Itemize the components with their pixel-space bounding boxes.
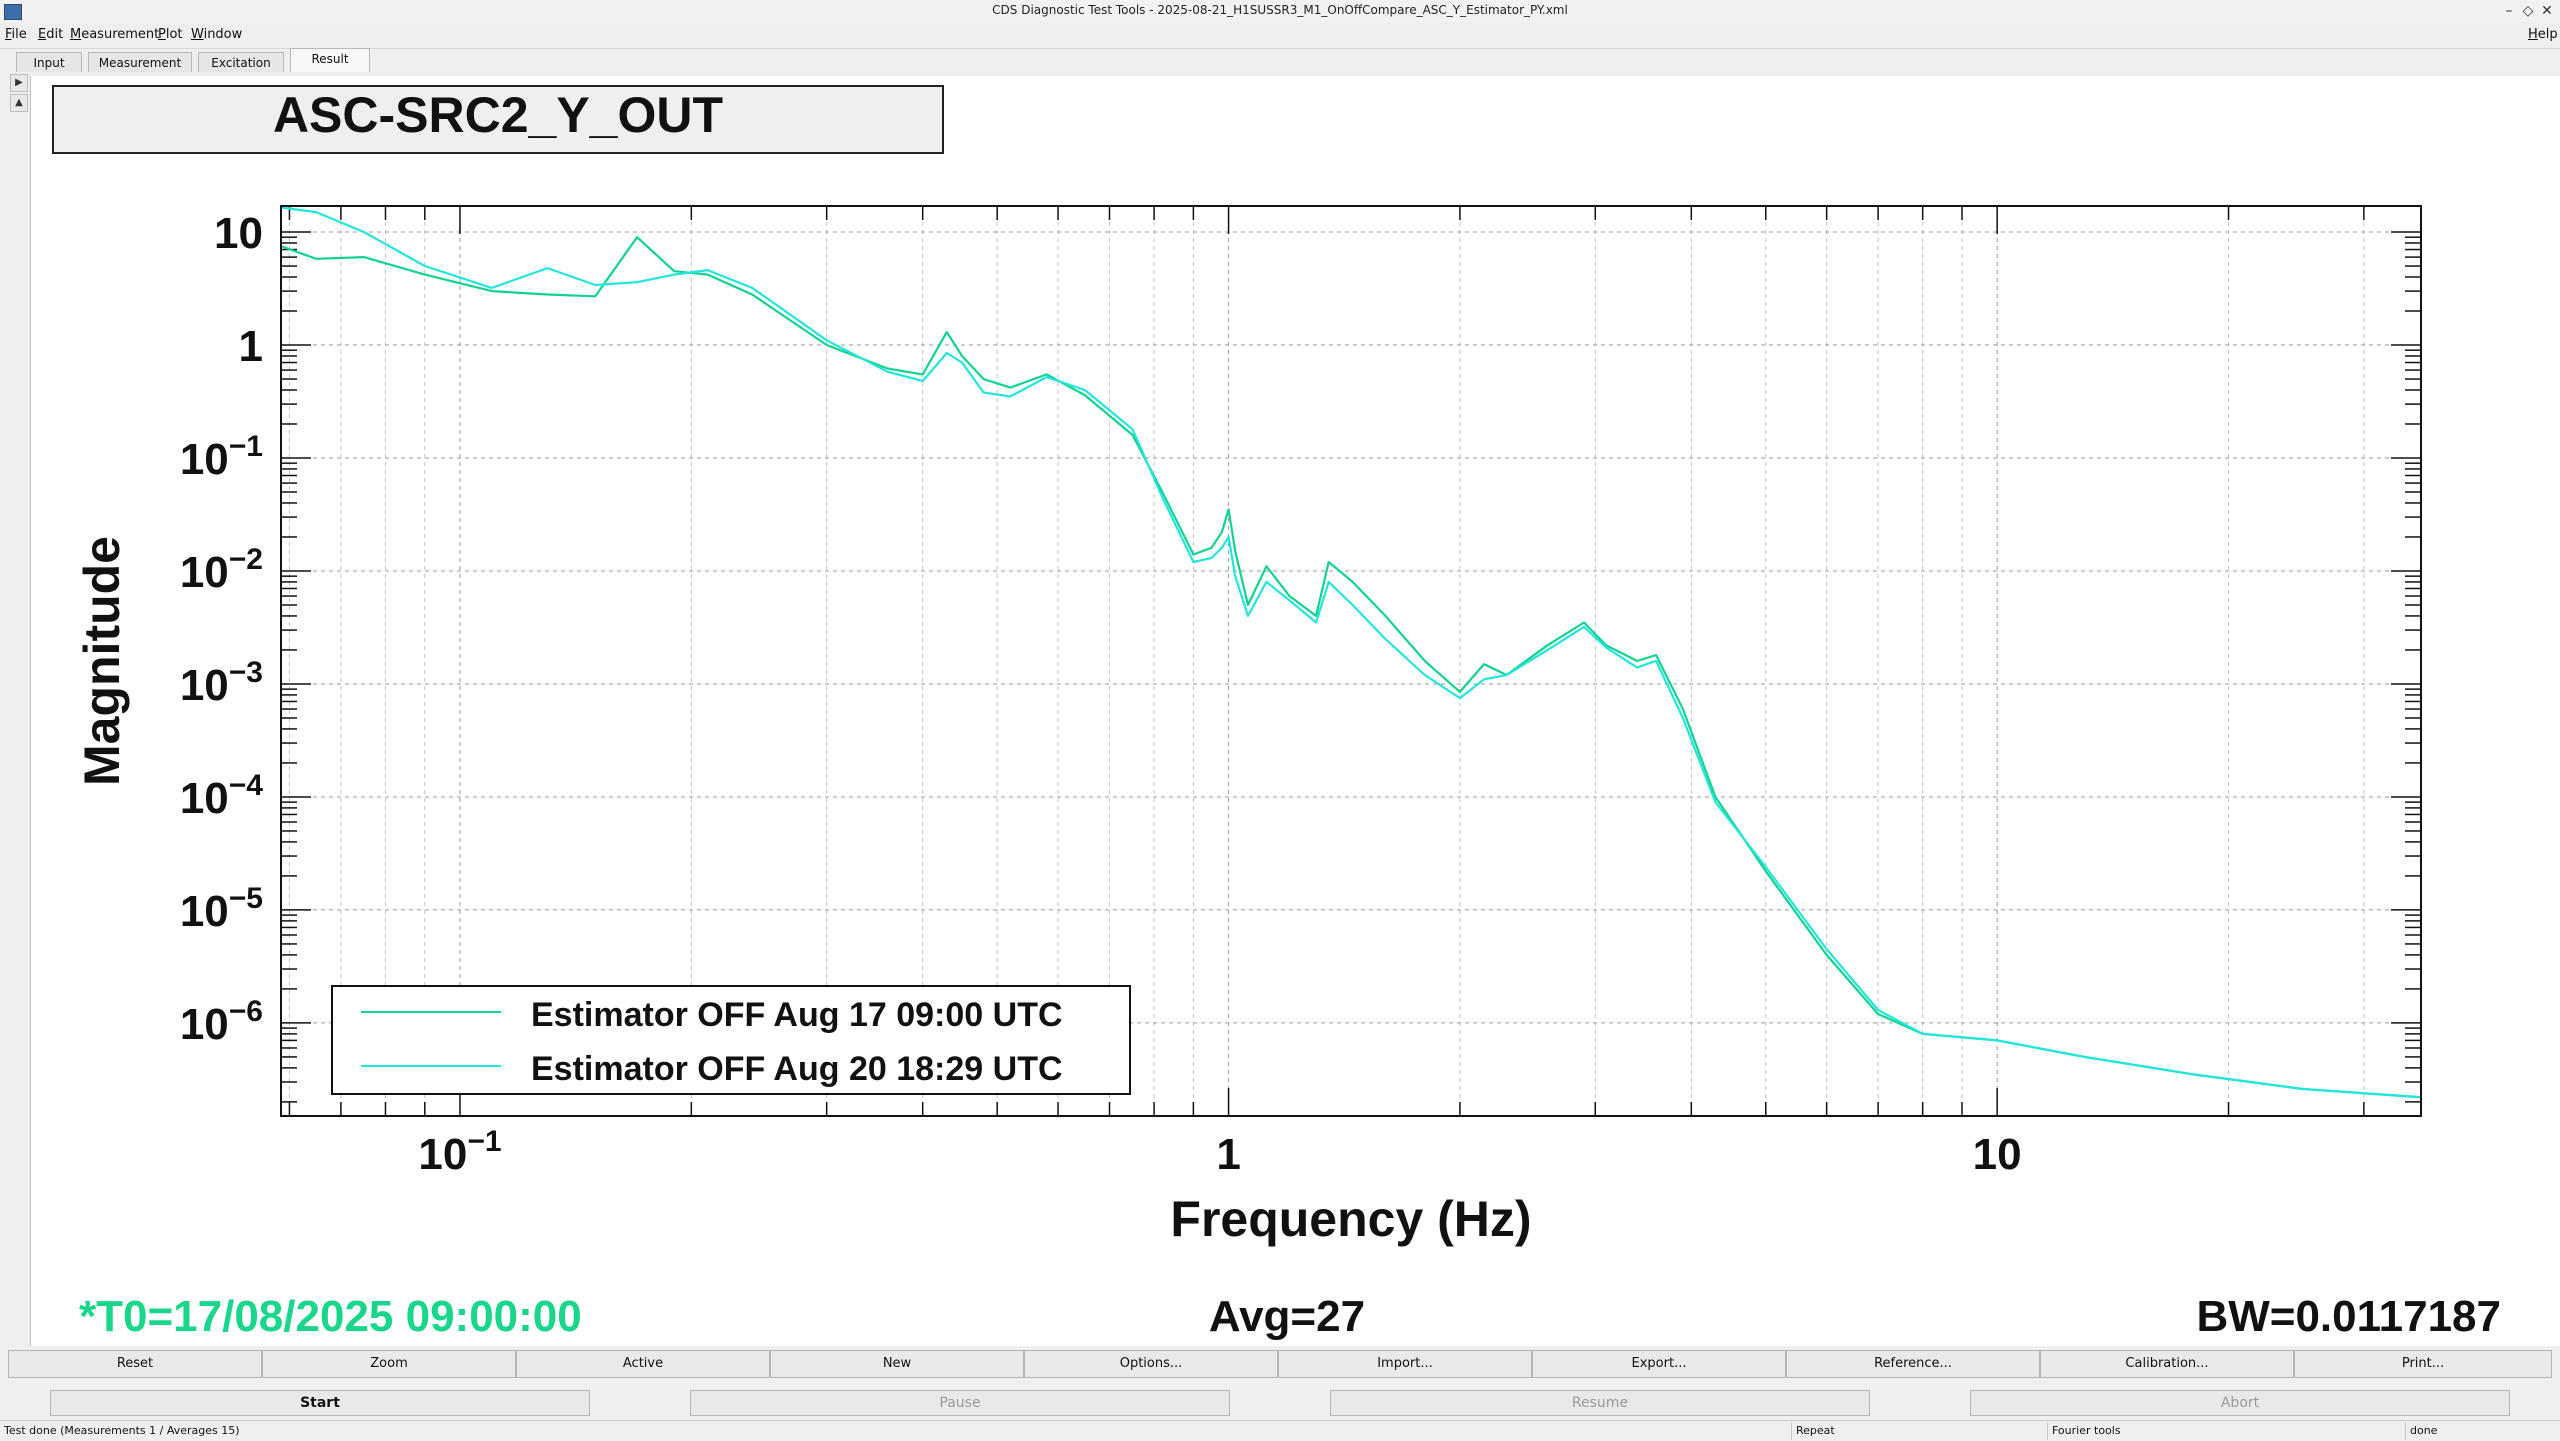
start-button[interactable]: Start: [50, 1390, 590, 1416]
active-button[interactable]: Active: [516, 1350, 770, 1378]
minimize-icon[interactable]: –: [2505, 3, 2513, 19]
y-tick-base: 10: [180, 548, 229, 597]
series-lines: [280, 206, 2422, 1099]
y-tick-label: 10−3: [180, 656, 263, 710]
y-tick-base: 10: [180, 661, 229, 710]
x-tick-label: 1: [1216, 1130, 1240, 1179]
y-tick-base: 10: [180, 887, 229, 936]
y-tick-base: 10: [180, 1000, 229, 1049]
calibration-button[interactable]: Calibration...: [2040, 1350, 2294, 1378]
title-bar: CDS Diagnostic Test Tools - 2025-08-21_H…: [0, 0, 2560, 23]
y-tick-exponent: −5: [229, 882, 263, 915]
legend-label-series1: Estimator OFF Aug 17 09:00 UTC: [531, 996, 1063, 1034]
arrow-up-icon[interactable]: ▲: [10, 94, 28, 112]
x-tick-label: 10−1: [418, 1125, 501, 1179]
menu-plot[interactable]: Plot: [158, 27, 183, 42]
control-buttons: Reset Zoom Active New Options... Import.…: [8, 1350, 2552, 1378]
bw-label: BW=0.0117187: [2196, 1292, 2501, 1341]
close-icon[interactable]: ✕: [2541, 3, 2553, 19]
menu-edit[interactable]: Edit: [38, 27, 64, 42]
y-tick-label: 10−1: [180, 430, 263, 484]
maximize-icon[interactable]: ◇: [2522, 3, 2534, 19]
y-tick-base: 10: [180, 435, 229, 484]
run-buttons: Start Pause Resume Abort: [50, 1390, 2510, 1416]
x-tick-exponent: −1: [467, 1125, 501, 1158]
resume-button[interactable]: Resume: [1330, 1390, 1870, 1416]
zoom-button[interactable]: Zoom: [262, 1350, 516, 1378]
status-message: Test done (Measurements 1 / Averages 15): [0, 1422, 1792, 1440]
plot-frame: [280, 205, 2422, 1117]
options-button[interactable]: Options...: [1024, 1350, 1278, 1378]
series-line-1: [280, 236, 2422, 1099]
y-tick-exponent: −1: [229, 430, 263, 463]
legend: Estimator OFF Aug 17 09:00 UTC Estimator…: [331, 985, 1131, 1095]
x-tick-base: 1: [1216, 1130, 1240, 1179]
y-tick-label: 10: [214, 209, 263, 258]
abort-button[interactable]: Abort: [1970, 1390, 2510, 1416]
side-scroll-arrows: ▶ ▲: [10, 74, 28, 114]
x-tick-base: 10: [418, 1130, 467, 1179]
y-tick-label: 10−2: [180, 543, 263, 597]
y-tick-label: 10−6: [180, 995, 263, 1049]
tab-input[interactable]: Input: [16, 52, 82, 72]
y-axis-label: Magnitude: [74, 536, 130, 786]
grid: [281, 206, 2421, 1116]
plot-title-box: [52, 85, 944, 154]
y-tick-label: 10−4: [180, 769, 263, 823]
app-icon: [4, 4, 22, 20]
reference-button[interactable]: Reference...: [1786, 1350, 2040, 1378]
import-button[interactable]: Import...: [1278, 1350, 1532, 1378]
series-line-2: [280, 206, 2422, 1099]
magnitude-chart[interactable]: ASC-SRC2_Y_OUT 10110−110−210−310−410−510…: [31, 76, 2560, 1346]
tab-measurement[interactable]: Measurement: [88, 52, 192, 72]
menu-bar: File Edit Measurement Plot Window Help: [0, 22, 2560, 49]
x-tick-base: 10: [1973, 1130, 2022, 1179]
status-state: done: [2410, 1424, 2438, 1437]
print-button[interactable]: Print...: [2294, 1350, 2552, 1378]
legend-label-series2: Estimator OFF Aug 20 18:29 UTC: [531, 1050, 1063, 1088]
menu-help[interactable]: Help: [2528, 27, 2558, 42]
menu-file[interactable]: File: [5, 27, 27, 42]
y-tick-exponent: −4: [229, 769, 264, 802]
x-tick-label: 10: [1973, 1130, 2022, 1179]
y-tick-label: 10−5: [180, 882, 263, 936]
y-tick-exponent: −6: [229, 995, 263, 1028]
tab-excitation[interactable]: Excitation: [198, 52, 284, 72]
t0-label: *T0=17/08/2025 09:00:00: [79, 1292, 582, 1341]
arrow-right-icon[interactable]: ▶: [10, 74, 28, 92]
avg-label: Avg=27: [1209, 1292, 1365, 1341]
reset-button[interactable]: Reset: [8, 1350, 262, 1378]
status-repeat: Repeat: [1792, 1422, 2048, 1440]
y-tick-exponent: −2: [229, 543, 263, 576]
plot-title: ASC-SRC2_Y_OUT: [273, 87, 723, 143]
x-axis-label: Frequency (Hz): [1170, 1191, 1531, 1247]
y-tick-base: 10: [214, 209, 263, 258]
y-tick-base: 10: [180, 774, 229, 823]
menu-measurement[interactable]: Measurement: [70, 27, 160, 42]
y-tick-base: 1: [239, 322, 263, 371]
pause-button[interactable]: Pause: [690, 1390, 1230, 1416]
tab-result[interactable]: Result: [290, 48, 370, 72]
window-title: CDS Diagnostic Test Tools - 2025-08-21_H…: [992, 3, 1568, 17]
status-bar: Test done (Measurements 1 / Averages 15)…: [0, 1420, 2560, 1441]
new-button[interactable]: New: [770, 1350, 1024, 1378]
y-tick-exponent: −3: [229, 656, 263, 689]
x-tick-labels: 10−1 1 10: [418, 1125, 2021, 1179]
y-tick-label: 1: [239, 322, 263, 371]
plot-pad[interactable]: ASC-SRC2_Y_OUT 10 1 10−1 10−2 10−3 10−4 10−5 10…: [30, 76, 2560, 1346]
menu-window[interactable]: Window: [191, 27, 243, 42]
axis-ticks: [281, 206, 2421, 1116]
export-button[interactable]: Export...: [1532, 1350, 1786, 1378]
status-tools: Fourier tools: [2048, 1422, 2406, 1440]
